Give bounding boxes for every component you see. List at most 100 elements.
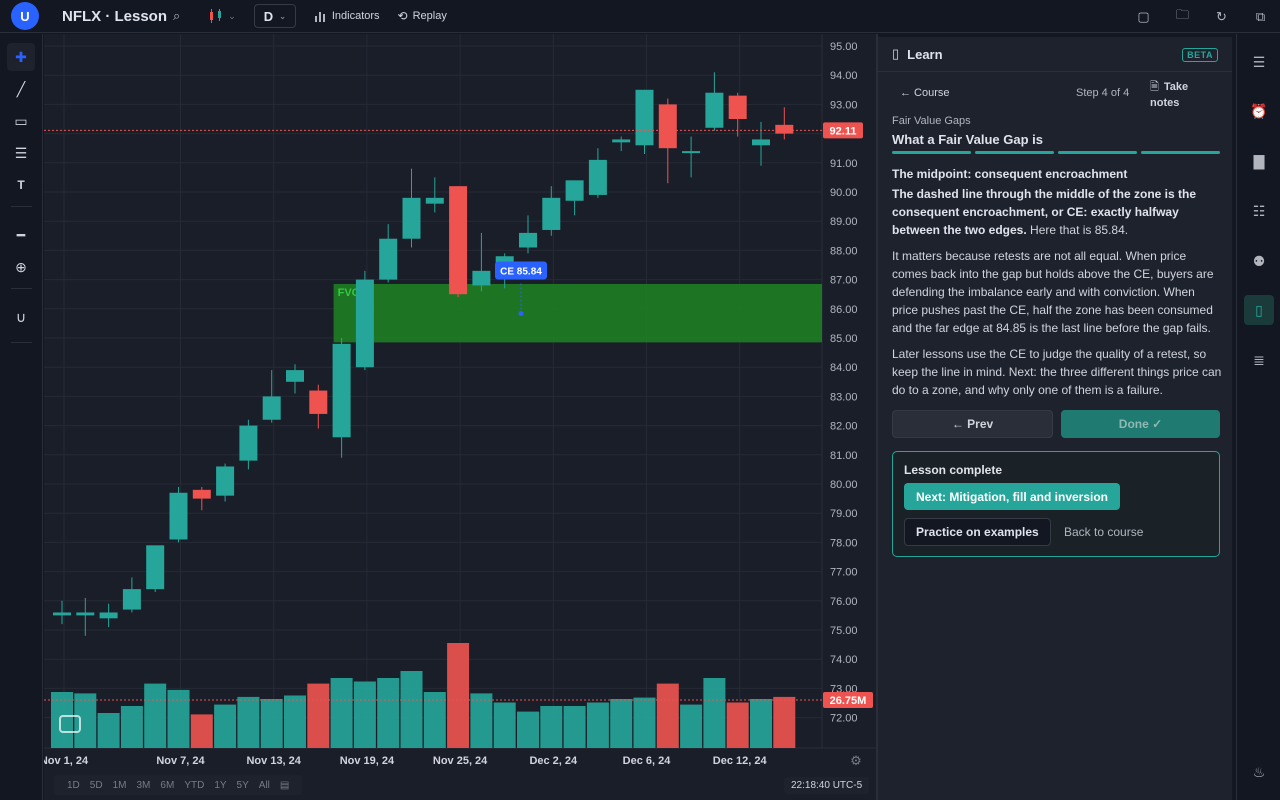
toolbar-divider xyxy=(11,288,32,289)
layout-icon[interactable]: ⧉ xyxy=(1255,8,1266,24)
fvg-zone xyxy=(333,283,822,343)
candle-body xyxy=(309,390,328,414)
search-icon[interactable]: ⌕ xyxy=(173,8,181,23)
tf-all[interactable]: All xyxy=(258,779,270,791)
fib-icon[interactable]: ☰ xyxy=(14,144,28,161)
y-tick-label: 85.00 xyxy=(830,333,858,345)
beta-badge: BETA xyxy=(1182,48,1218,62)
tf-5y[interactable]: 5Y xyxy=(236,779,249,791)
section-heading: The midpoint: consequent encroachment xyxy=(892,167,1128,181)
volume-bar xyxy=(540,706,563,748)
fvg-label: FVG xyxy=(338,287,361,299)
hotlist-icon[interactable]: ♨ xyxy=(1252,763,1266,780)
clock[interactable]: 22:18:40 UTC-5 xyxy=(784,777,870,794)
trendline-icon[interactable]: ╱ xyxy=(16,80,26,97)
volume-bar xyxy=(97,713,120,748)
indicators-label: Indicators xyxy=(331,10,380,22)
interval-selector[interactable]: D ⌄ xyxy=(253,4,296,28)
tf-5d[interactable]: 5D xyxy=(89,779,103,791)
ruler-icon[interactable]: ━ xyxy=(16,226,26,243)
replay-label: Replay xyxy=(412,10,447,22)
volume-bar xyxy=(470,693,493,748)
progress-segment xyxy=(892,151,971,154)
y-tick-label: 72.00 xyxy=(830,713,858,725)
tf-6m[interactable]: 6M xyxy=(160,779,175,791)
indicators-button[interactable]: Indicators xyxy=(314,10,380,22)
tf-1m[interactable]: 1M xyxy=(112,779,127,791)
data-window-icon[interactable]: ▇ xyxy=(1253,152,1265,169)
volume-bar xyxy=(51,692,73,748)
panel-divider[interactable] xyxy=(876,34,878,800)
lesson-body: The midpoint: consequent encroachment Th… xyxy=(892,165,1222,407)
text-tool-icon[interactable]: T xyxy=(17,178,25,192)
progress-segment xyxy=(1058,151,1137,154)
chart-canvas[interactable]: 95.0094.0093.0092.0091.0090.0089.0088.00… xyxy=(44,34,876,800)
take-notes-button[interactable]: 🗎 Take notes xyxy=(1150,78,1220,109)
candle-body xyxy=(612,139,631,143)
chart-type-button[interactable]: ⌄ xyxy=(208,9,236,23)
candle-body xyxy=(728,95,747,119)
paragraph-3: Later lessons use the CE to judge the qu… xyxy=(892,347,1222,397)
ce-label: CE 85.84 xyxy=(500,266,542,277)
magnet-icon[interactable]: ∪ xyxy=(15,308,27,325)
drawing-toolbar: ✚ ╱ ▭ ☰ T ━ ⊕ ∪ xyxy=(0,34,43,800)
replay-button[interactable]: ⟲ Replay xyxy=(398,9,447,23)
volume-bar xyxy=(307,683,330,748)
learn-panel: ▯ Learn BETA ← Course Step 4 of 4 🗎 Take … xyxy=(878,37,1232,800)
price-chart[interactable]: 95.0094.0093.0092.0091.0090.0089.0088.00… xyxy=(44,34,876,800)
candle-body xyxy=(122,589,141,610)
user-avatar[interactable]: U xyxy=(11,2,39,30)
tf-3m[interactable]: 3M xyxy=(136,779,151,791)
replay-icon: ⟲ xyxy=(397,9,408,23)
refresh-icon[interactable]: ↻ xyxy=(1216,8,1227,24)
volume-bar xyxy=(167,689,190,748)
calendar-icon[interactable]: ☷ xyxy=(1252,202,1266,219)
tf-1d[interactable]: 1D xyxy=(67,779,80,791)
watchlist-icon[interactable]: ☰ xyxy=(1252,53,1266,70)
x-tick-label: Nov 25, 24 xyxy=(433,755,488,767)
candle-body xyxy=(519,232,537,248)
y-tick-label: 95.00 xyxy=(830,41,858,53)
last-price-tag xyxy=(823,122,863,139)
tf-1y[interactable]: 1Y xyxy=(214,779,227,791)
candle-body xyxy=(752,139,770,146)
back-to-course-link[interactable]: ← Course xyxy=(900,87,950,99)
candle-body xyxy=(449,186,468,295)
snapshot-icon[interactable]: 🗀 xyxy=(1175,6,1189,22)
alerts-icon[interactable]: ⏰ xyxy=(1250,102,1268,119)
y-tick-label: 89.00 xyxy=(830,216,858,228)
interval-label: D xyxy=(263,8,274,24)
y-tick-label: 82.00 xyxy=(830,421,858,433)
x-tick-label: Nov 13, 24 xyxy=(246,755,301,767)
tf-ytd[interactable]: YTD xyxy=(184,779,205,791)
prev-button[interactable]: ← Prev xyxy=(892,410,1053,438)
y-tick-label: 79.00 xyxy=(830,508,858,520)
next-lesson-button[interactable]: Next: Mitigation, fill and inversion xyxy=(904,483,1121,510)
volume-bar xyxy=(377,678,400,748)
volume-tag-label: 26.75M xyxy=(830,695,867,707)
practice-button[interactable]: Practice on examples xyxy=(904,518,1051,546)
fullscreen-icon[interactable]: ▢ xyxy=(1137,8,1150,24)
y-tick-label: 93.00 xyxy=(830,99,858,111)
notes-icon[interactable]: ≣ xyxy=(1253,351,1265,368)
rectangle-icon[interactable]: ▭ xyxy=(14,112,28,129)
y-tick-label: 86.00 xyxy=(830,304,858,316)
community-icon[interactable]: ⚉ xyxy=(1252,252,1266,269)
toolbar-divider xyxy=(11,342,32,343)
date-range-icon[interactable]: ▤ xyxy=(279,779,290,791)
indicators-icon xyxy=(314,12,325,22)
volume-bar xyxy=(214,704,237,748)
crosshair-icon[interactable]: ✚ xyxy=(7,43,35,71)
y-tick-label: 83.00 xyxy=(830,391,858,403)
zoom-icon[interactable]: ⊕ xyxy=(15,258,27,275)
lesson-complete-title: Lesson complete xyxy=(904,463,1003,477)
volume-bar xyxy=(656,683,679,748)
candle-body xyxy=(146,545,165,590)
back-to-course-button[interactable]: Back to course xyxy=(1064,525,1144,539)
learn-icon[interactable]: ▯ xyxy=(1244,295,1274,325)
symbol-title[interactable]: NFLX · Lesson xyxy=(62,7,168,25)
candle-body xyxy=(775,124,794,134)
volume-bar xyxy=(680,704,703,748)
done-button[interactable]: Done ✓ xyxy=(1061,410,1220,438)
settings-gear-icon: ⚙ xyxy=(850,754,862,769)
